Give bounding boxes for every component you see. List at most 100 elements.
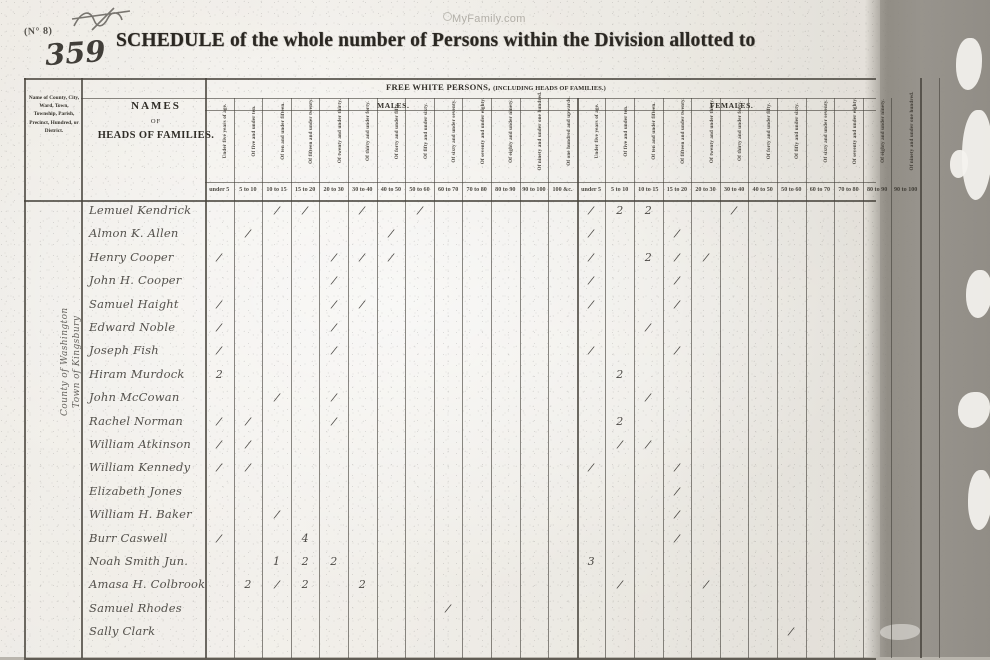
male-column-range-1: 5 to 10 xyxy=(239,187,257,193)
row-name[interactable]: John McCowan xyxy=(89,390,180,405)
row-name[interactable]: Joseph Fish xyxy=(89,343,159,358)
male-tally-cell[interactable]: 2 xyxy=(244,578,252,592)
male-tally-cell[interactable]: / xyxy=(330,297,337,311)
male-tally-cell[interactable]: / xyxy=(273,203,280,218)
male-tally-cell[interactable]: / xyxy=(216,414,223,428)
male-tally-cell[interactable]: / xyxy=(359,250,366,265)
female-tally-cell[interactable]: / xyxy=(673,507,681,522)
male-tally-cell[interactable]: / xyxy=(330,320,337,335)
female-tally-cell[interactable]: / xyxy=(587,461,595,475)
male-tally-cell[interactable]: / xyxy=(330,344,337,358)
female-tally-cell[interactable]: / xyxy=(788,624,795,639)
male-tally-cell[interactable]: / xyxy=(273,507,280,522)
male-tally-cell[interactable]: / xyxy=(216,437,223,452)
male-tally-cell[interactable]: / xyxy=(416,203,423,218)
grid-line xyxy=(205,78,207,658)
male-tally-cell[interactable]: 1 xyxy=(273,555,280,568)
male-tally-cell[interactable]: / xyxy=(216,531,223,545)
row-name[interactable]: Almon K. Allen xyxy=(89,226,179,241)
female-tally-cell[interactable]: / xyxy=(587,227,595,241)
female-tally-cell[interactable]: / xyxy=(673,344,681,358)
male-tally-cell[interactable]: / xyxy=(330,250,337,265)
male-column-caption-2: Of ten and under fifteen. xyxy=(279,102,286,160)
row-name[interactable]: John H. Cooper xyxy=(89,273,182,288)
female-tally-cell[interactable]: 2 xyxy=(616,204,624,217)
male-tally-cell[interactable]: / xyxy=(387,227,395,241)
male-tally-cell[interactable]: / xyxy=(330,273,337,288)
row-name[interactable]: William H. Baker xyxy=(89,507,192,522)
male-tally-cell[interactable]: / xyxy=(387,250,395,265)
female-tally-cell[interactable]: / xyxy=(645,437,652,452)
male-tally-cell[interactable]: / xyxy=(359,203,366,218)
female-tally-cell[interactable]: / xyxy=(673,297,681,311)
female-tally-cell[interactable]: / xyxy=(673,484,681,499)
row-name[interactable]: Rachel Norman xyxy=(89,413,184,428)
row-name[interactable]: Noah Smith Jun. xyxy=(89,554,189,568)
row-name[interactable]: Elizabeth Jones xyxy=(89,483,183,498)
male-tally-cell[interactable]: / xyxy=(216,297,223,311)
male-tally-cell[interactable]: / xyxy=(216,344,223,358)
male-column-range-10: 80 to 90 xyxy=(495,187,516,193)
male-tally-cell[interactable]: / xyxy=(216,461,223,475)
row-name[interactable]: Amasa H. Colbrook xyxy=(89,577,206,592)
female-tally-cell[interactable]: / xyxy=(673,227,681,241)
row-name[interactable]: Edward Noble xyxy=(89,320,176,334)
female-tally-cell[interactable]: / xyxy=(673,250,681,265)
female-tally-cell[interactable]: / xyxy=(616,578,623,592)
census-schedule-table: Name of County, City, Ward, Town, Townsh… xyxy=(24,78,940,660)
male-tally-cell[interactable]: 4 xyxy=(301,531,309,545)
female-column-caption-6: Of forty and under fifty. xyxy=(765,102,772,160)
female-tally-cell[interactable]: 2 xyxy=(644,204,652,217)
row-name[interactable]: Burr Caswell xyxy=(89,530,168,545)
female-column-range-11: 90 to 100 xyxy=(894,187,918,193)
male-tally-cell[interactable]: / xyxy=(359,297,366,311)
female-tally-cell[interactable]: / xyxy=(673,461,681,475)
female-column-caption-5: Of thirty and under forty. xyxy=(737,101,744,161)
female-column-range-0: under 5 xyxy=(581,187,602,193)
male-tally-cell[interactable]: / xyxy=(244,414,252,428)
male-tally-cell[interactable]: / xyxy=(444,601,452,616)
male-tally-cell[interactable]: / xyxy=(330,390,337,405)
female-tally-cell[interactable]: / xyxy=(587,297,595,311)
female-column-caption-4: Of twenty and under thirty. xyxy=(708,98,715,164)
female-tally-cell[interactable]: / xyxy=(673,273,681,288)
male-tally-cell[interactable]: 2 xyxy=(330,555,338,568)
female-tally-cell[interactable]: 2 xyxy=(616,367,624,381)
female-tally-cell[interactable]: / xyxy=(587,203,595,218)
female-tally-cell[interactable]: / xyxy=(587,250,595,265)
row-name[interactable]: Samuel Haight xyxy=(89,296,179,311)
row-name[interactable]: William Kennedy xyxy=(89,460,191,475)
male-tally-cell[interactable]: 2 xyxy=(301,555,309,568)
female-tally-cell[interactable]: / xyxy=(702,250,709,265)
female-tally-cell[interactable]: 2 xyxy=(644,250,652,264)
male-tally-cell[interactable]: 2 xyxy=(301,578,309,592)
row-name[interactable]: William Atkinson xyxy=(89,437,191,451)
female-tally-cell[interactable]: / xyxy=(645,390,652,405)
male-tally-cell[interactable]: / xyxy=(330,414,337,428)
row-name[interactable]: Henry Cooper xyxy=(89,249,174,264)
male-tally-cell[interactable]: / xyxy=(273,578,280,592)
female-tally-cell[interactable]: / xyxy=(645,320,652,335)
male-tally-cell[interactable]: / xyxy=(216,250,223,265)
male-tally-cell[interactable]: / xyxy=(301,203,309,218)
female-tally-cell[interactable]: / xyxy=(616,437,623,452)
female-tally-cell[interactable]: / xyxy=(673,531,681,545)
female-tally-cell[interactable]: / xyxy=(730,203,738,218)
row-name[interactable]: Hiram Murdock xyxy=(89,366,185,381)
male-tally-cell[interactable]: / xyxy=(244,437,252,452)
row-name[interactable]: Sally Clark xyxy=(89,624,156,639)
female-tally-cell[interactable]: 3 xyxy=(587,555,595,568)
male-tally-cell[interactable]: 2 xyxy=(215,367,223,381)
male-tally-cell[interactable]: / xyxy=(244,227,252,241)
male-tally-cell[interactable]: 2 xyxy=(358,578,366,592)
female-tally-cell[interactable]: 2 xyxy=(616,414,624,428)
male-tally-cell[interactable]: / xyxy=(273,390,280,405)
female-tally-cell[interactable]: / xyxy=(702,578,709,592)
male-tally-cell[interactable]: / xyxy=(216,320,223,335)
male-tally-cell[interactable]: / xyxy=(244,461,252,475)
male-column-range-2: 10 to 15 xyxy=(266,187,287,193)
row-name[interactable]: Lemuel Kendrick xyxy=(89,203,192,217)
female-tally-cell[interactable]: / xyxy=(587,344,595,358)
row-name[interactable]: Samuel Rhodes xyxy=(89,600,182,615)
female-tally-cell[interactable]: / xyxy=(587,273,595,288)
